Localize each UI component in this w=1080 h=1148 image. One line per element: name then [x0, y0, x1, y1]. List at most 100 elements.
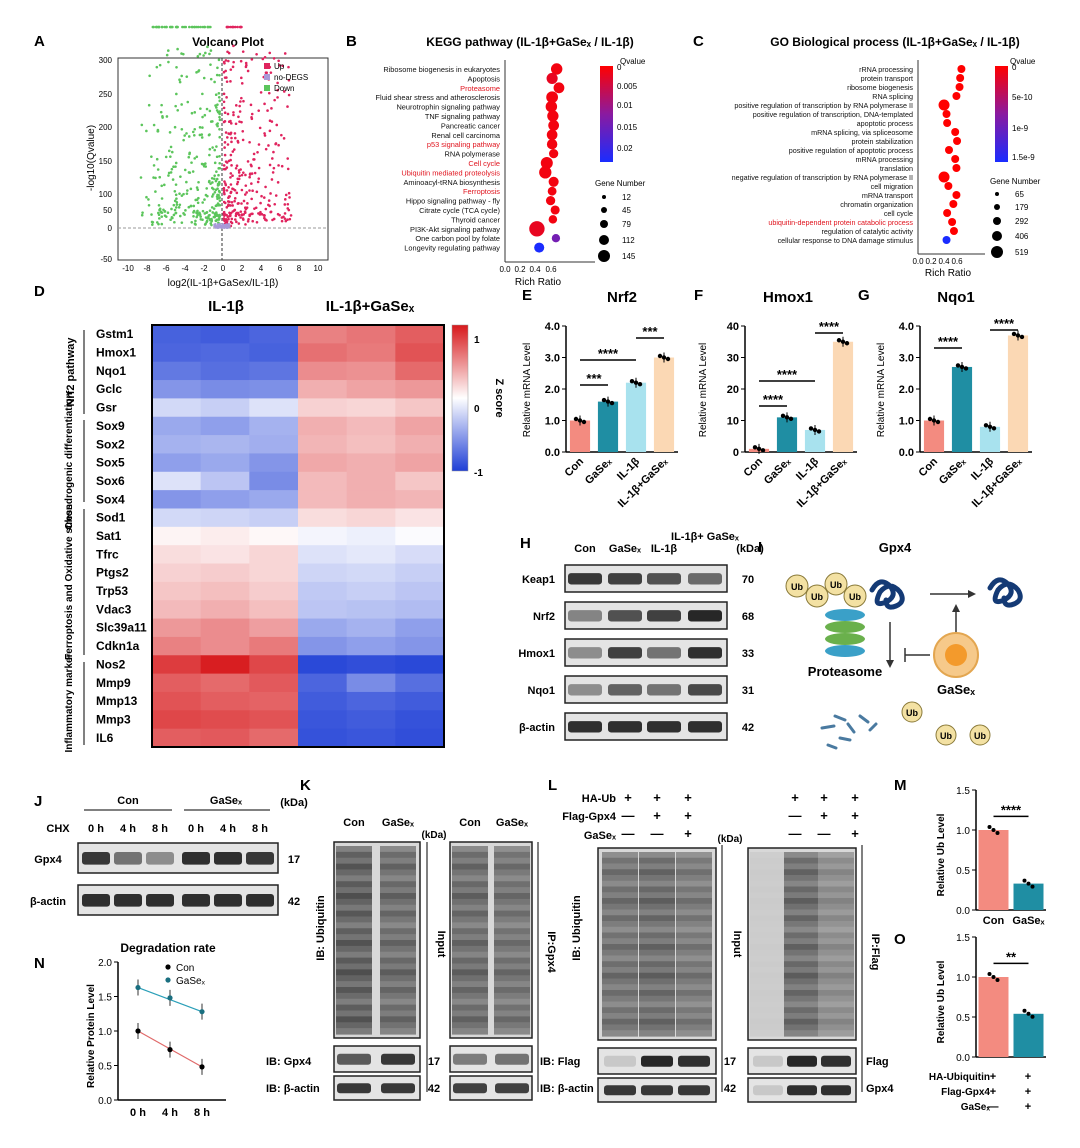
heatmap-cell	[249, 655, 299, 675]
kegg-term-label: Ribosome biogenesis in eukaryotes	[383, 65, 500, 74]
l-sign: +	[684, 826, 692, 841]
volcano-y-tick: -50	[100, 255, 112, 264]
volcano-point	[157, 213, 161, 217]
go-term-dot	[949, 227, 958, 235]
go-term-label: mRNA splicing, via spliceosome	[811, 128, 913, 137]
volcano-point	[231, 25, 235, 29]
l-ip-smear-lane-slice	[750, 944, 786, 951]
bar-point	[959, 364, 965, 370]
heatmap-gene-label: IL6	[96, 731, 114, 745]
small-bar-y-tick: 1.0	[956, 973, 970, 984]
volcano-point	[287, 191, 291, 195]
k-input-smear-lane-slice	[380, 893, 416, 900]
heatmap-cell	[200, 636, 250, 656]
panel-d-label: D	[34, 283, 45, 300]
panel-f-ylabel: Relative mRNA Level	[698, 343, 709, 437]
k-ip-smear-lane-slice	[452, 981, 488, 988]
volcano-point	[151, 223, 154, 226]
kegg-term-dot	[546, 91, 558, 104]
kegg-size-value: 145	[622, 252, 636, 261]
volcano-point	[184, 209, 187, 212]
l-ip-smear-lane-slice	[818, 990, 854, 997]
l-ip-smear-lane-slice	[818, 967, 854, 974]
l-ip-smear-lane-slice	[784, 932, 820, 939]
kegg-term-dot	[539, 166, 552, 179]
volcano-point	[175, 200, 179, 204]
bar	[776, 417, 798, 452]
volcano-y-tick: 150	[99, 157, 113, 166]
volcano-x-tick: -8	[143, 264, 151, 273]
zscore-label: Z score	[493, 378, 505, 417]
k-input-smear-lane-slice	[380, 898, 416, 906]
l-ip-smear-lane-slice	[784, 852, 820, 859]
bar-y-tick: 30	[727, 353, 739, 365]
volcano-point	[250, 58, 254, 61]
volcano-point	[201, 115, 204, 119]
volcano-point	[238, 120, 241, 123]
volcano-point	[180, 103, 183, 106]
volcano-point	[231, 150, 235, 153]
heatmap-cell	[395, 618, 445, 638]
n-y-tick: 1.0	[98, 1027, 112, 1038]
l-input-smear-lane-slice	[639, 875, 675, 882]
volcano-point	[233, 218, 237, 221]
volcano-point	[178, 214, 182, 218]
small-bar-point	[1026, 1011, 1031, 1016]
k-input-smear-lane-slice	[336, 898, 372, 906]
l-input-smear-lane-slice	[602, 852, 638, 859]
l-ip-smear-lane-slice	[784, 995, 820, 1003]
volcano-point	[234, 104, 238, 107]
k-input-smear-lane-slice	[336, 934, 372, 941]
ub-text: Ub	[811, 592, 823, 602]
k-input-smear-lane-slice	[336, 1016, 372, 1023]
volcano-point	[198, 52, 202, 56]
bar-y-tick: 3.0	[545, 353, 560, 365]
group-label-nrf2: Nrf2 pathway	[65, 337, 77, 407]
l-ip-smear-lane-slice	[818, 857, 854, 865]
go-term-label: ubiquitin-dependent protein catabolic pr…	[768, 218, 913, 227]
volcano-point	[169, 171, 173, 174]
volcano-point	[212, 207, 216, 210]
volcano-point	[283, 52, 287, 55]
kegg-x-tick: 0.0	[499, 265, 511, 274]
volcano-point	[237, 213, 241, 217]
volcano-point	[272, 217, 276, 221]
volcano-point	[230, 217, 234, 221]
volcano-point	[187, 135, 191, 138]
k-input-smear-lane-slice	[336, 875, 372, 882]
volcano-point	[277, 164, 280, 167]
heatmap-gene-label: Sox6	[96, 474, 125, 488]
volcano-point	[237, 177, 241, 181]
heatmap-cell	[346, 545, 396, 565]
k-ip-smear-lane-slice	[494, 898, 530, 906]
heatmap-cell	[200, 453, 250, 473]
proteasome-label: Proteasome	[808, 664, 882, 679]
kegg-term-dot	[553, 82, 565, 94]
volcano-point	[218, 161, 221, 165]
heatmap-cell	[249, 545, 299, 565]
zscore-tick: 0	[474, 404, 480, 415]
heatmap-gene-label: Sox9	[96, 419, 125, 433]
volcano-point	[222, 92, 226, 96]
k-ip-smear-lane-slice	[452, 969, 488, 976]
volcano-point	[240, 202, 243, 205]
heatmap-cell	[298, 380, 348, 399]
volcano-point	[216, 66, 219, 70]
significance-label: ****	[994, 316, 1015, 331]
n-x-tick: 8 h	[194, 1107, 210, 1119]
heatmap-cell	[200, 545, 250, 565]
volcano-point	[260, 194, 263, 198]
small-bar-point	[1022, 1008, 1027, 1013]
l-input-smear-lane-slice	[676, 1001, 712, 1008]
k-input-smear-lane-slice	[380, 904, 416, 912]
heatmap-cell	[298, 490, 348, 509]
volcano-point	[208, 153, 211, 157]
kegg-term-label: Longevity regulating pathway	[404, 244, 500, 253]
k-input-smear-lane-slice	[380, 869, 416, 876]
volcano-point	[203, 198, 206, 201]
volcano-point	[209, 77, 213, 81]
j-blot-band	[214, 852, 242, 865]
k-ip-gpx4-blot-band	[453, 1053, 487, 1065]
volcano-point	[266, 109, 269, 112]
volcano-point	[268, 119, 272, 123]
